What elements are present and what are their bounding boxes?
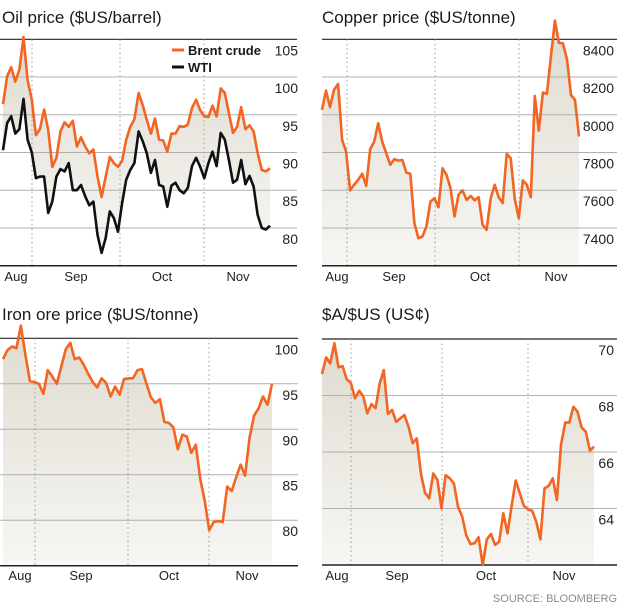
x-tick-label: Nov (552, 568, 576, 583)
copper-chart-title: Copper price ($US/tonne) (322, 8, 516, 27)
y-tick-label: 90 (282, 156, 298, 172)
wti-series-line (1, 97, 271, 255)
oil-chart: 105 100 95 90 85 80 Aug Sep Oct Nov (0, 35, 299, 284)
area-fill (322, 20, 579, 266)
y-tick-label: 85 (282, 478, 298, 494)
aud-chart: 70 68 66 64 Aug Sep Oct Nov (320, 338, 617, 583)
iron-ore-series-line (1, 324, 274, 532)
iron-ore-chart-title: Iron ore price ($US/tonne) (2, 305, 199, 324)
x-tick-label: Oct (470, 269, 491, 284)
y-tick-label: 7600 (583, 193, 614, 209)
y-tick-label: 70 (598, 342, 614, 358)
x-tick-label: Sep (64, 269, 87, 284)
y-tick-label: 7800 (583, 156, 614, 172)
x-tick-label: Sep (385, 568, 408, 583)
copper-series-line (320, 19, 581, 240)
iron-ore-chart: 100 95 90 85 80 Aug Sep Oct Nov (0, 324, 299, 583)
y-tick-label: 80 (282, 523, 298, 539)
aud-series-line (320, 341, 595, 567)
oil-chart-title: Oil price ($US/barrel) (2, 8, 162, 27)
y-tick-label: 100 (275, 341, 299, 357)
x-tick-label: Nov (226, 269, 250, 284)
copper-chart: 8400 8200 8000 7800 7600 7400 Aug Sep Oct Nov (320, 19, 617, 284)
source-note: SOURCE: BLOOMBERG (493, 593, 617, 605)
x-tick-label: Nov (544, 269, 568, 284)
y-tick-label: 66 (598, 455, 614, 471)
y-tick-label: 95 (282, 118, 298, 134)
x-tick-label: Aug (8, 568, 31, 583)
x-tick-label: Oct (476, 568, 497, 583)
y-tick-label: 8200 (583, 80, 614, 96)
x-tick-label: Sep (382, 269, 405, 284)
y-tick-label: 64 (598, 512, 614, 528)
area-fill (322, 343, 594, 565)
legend-brent-label: Brent crude (188, 43, 261, 58)
x-tick-label: Sep (69, 568, 92, 583)
y-tick-label: 100 (275, 80, 299, 96)
y-tick-label: 95 (282, 387, 298, 403)
y-tick-label: 105 (275, 42, 299, 58)
y-tick-label: 68 (598, 399, 614, 415)
x-tick-label: Oct (152, 269, 173, 284)
y-tick-label: 8000 (583, 118, 614, 134)
brent-crude-series-line (1, 35, 271, 199)
x-tick-label: Oct (159, 568, 180, 583)
y-tick-label: 90 (282, 432, 298, 448)
x-tick-label: Aug (325, 568, 348, 583)
y-tick-label: 80 (282, 231, 298, 247)
y-tick-label: 85 (282, 193, 298, 209)
x-tick-label: Aug (325, 269, 348, 284)
area-fill (3, 325, 272, 566)
oil-legend: Brent crude WTI (172, 43, 261, 75)
y-tick-label: 8400 (583, 42, 614, 58)
x-tick-label: Nov (235, 568, 259, 583)
aud-chart-title: $A/$US (US¢) (322, 305, 430, 324)
x-tick-label: Aug (4, 269, 27, 284)
legend-wti-label: WTI (188, 60, 212, 75)
y-tick-label: 7400 (583, 231, 614, 247)
